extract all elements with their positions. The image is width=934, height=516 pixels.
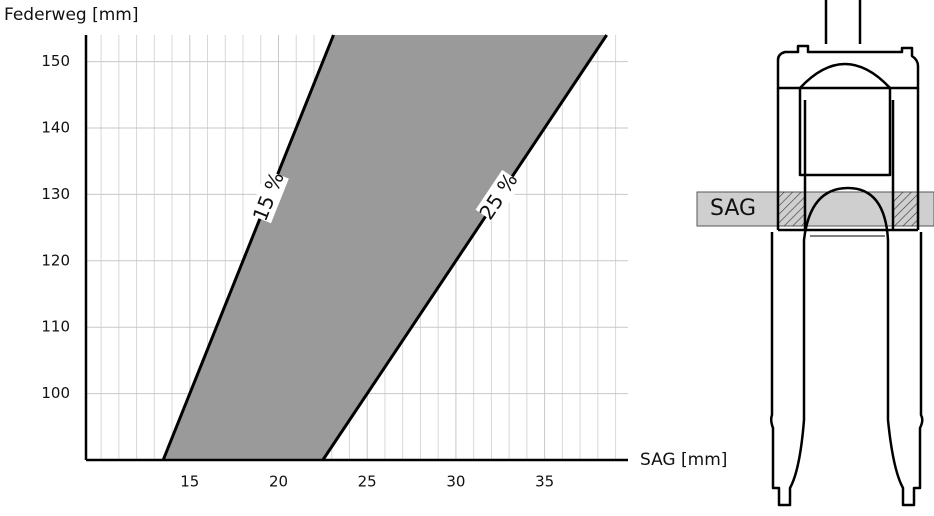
fork-diagram: SAG: [696, 0, 934, 507]
x-tick-label: 35: [535, 473, 554, 491]
crown: [776, 44, 920, 90]
steerer: [824, 0, 862, 44]
y-tick-label: 130: [41, 185, 70, 203]
y-tick-label: 140: [41, 118, 70, 136]
x-axis-title: SAG [mm]: [640, 450, 727, 470]
sag-label: SAG: [710, 196, 756, 221]
label-background: [475, 169, 523, 224]
lower-legs: [769, 186, 924, 507]
y-axis-title: Federweg [mm]: [4, 5, 139, 25]
series-line: [321, 34, 608, 461]
y-tick-label: 110: [41, 318, 70, 336]
x-tick-label: 15: [180, 473, 199, 491]
y-tick-label: 150: [41, 52, 70, 70]
upper-tubes-right: [778, 88, 920, 232]
x-tick-label: 30: [446, 473, 465, 491]
hatch-right: [893, 192, 918, 226]
x-tick-label: 20: [269, 473, 288, 491]
band-area: [163, 35, 607, 460]
upper-tubes: [776, 62, 892, 230]
series-line: [161, 34, 335, 461]
x-tick-label: 25: [358, 473, 377, 491]
y-tick-label: 100: [41, 384, 70, 402]
label-background: [248, 169, 289, 224]
y-tick-label: 120: [41, 251, 70, 269]
hatch-left: [778, 192, 805, 226]
